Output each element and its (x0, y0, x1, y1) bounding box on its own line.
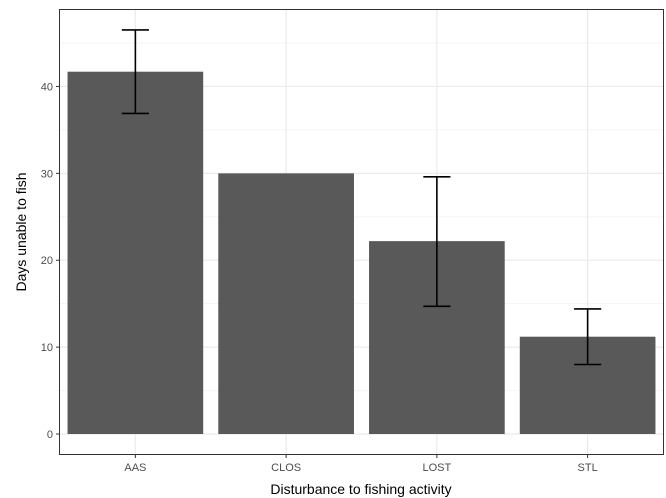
x-tick-label: AAS (124, 462, 146, 474)
x-axis-ticks: AAS CLOS LOST STL (124, 454, 598, 474)
y-tick-label: 20 (41, 255, 53, 267)
bar-clos (218, 173, 354, 435)
error-bar-aas (121, 29, 149, 115)
y-tick-label: 40 (41, 81, 53, 93)
y-tick-label: 0 (47, 429, 53, 441)
error-bars (121, 29, 602, 366)
x-tick-label: LOST (423, 462, 452, 474)
y-tick-label: 10 (41, 342, 53, 354)
x-axis-title: Disturbance to fishing activity (270, 481, 451, 497)
x-tick-label: STL (578, 462, 598, 474)
y-tick-label: 30 (41, 168, 53, 180)
bar-aas (67, 71, 204, 435)
bars (67, 71, 656, 435)
error-bar-stl (574, 308, 602, 366)
x-tick-label: CLOS (271, 462, 301, 474)
y-axis-title: Days unable to fish (13, 172, 29, 291)
panel-border (59, 9, 664, 455)
error-bar-lost (423, 176, 451, 308)
y-axis-ticks: 0 10 20 30 40 (41, 81, 60, 441)
